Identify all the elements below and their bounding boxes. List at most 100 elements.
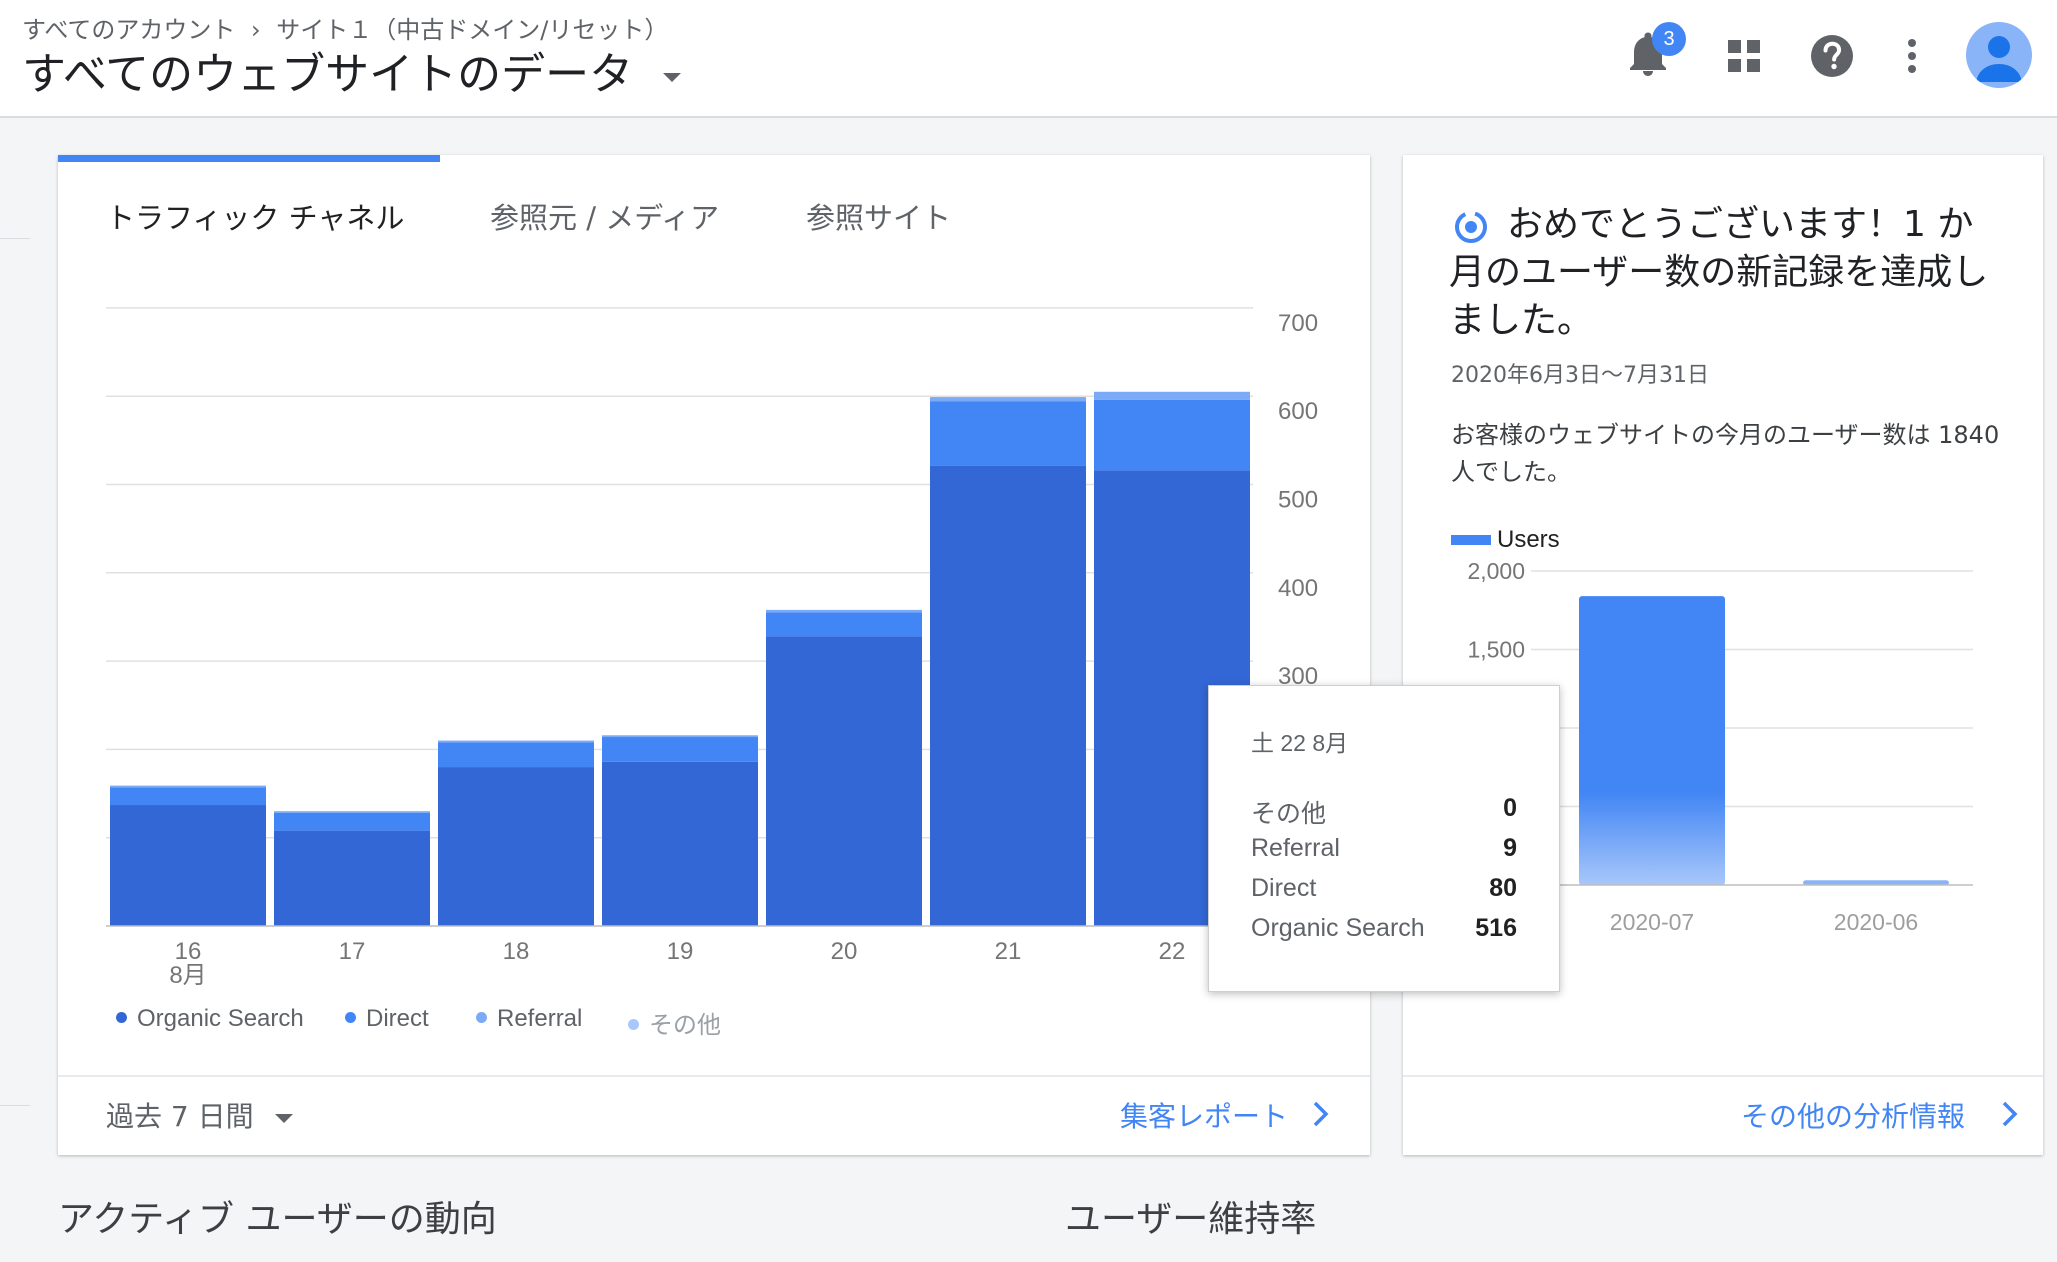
tooltip-value: 80 [1489,874,1517,902]
insights-icon [1455,211,1487,243]
tab-source-medium[interactable]: 参照元 / メディア [490,201,720,235]
card-divider [1403,1075,2043,1077]
bar-segment [274,830,430,926]
bar-segment [274,812,430,831]
legend-dot-icon [116,1012,127,1024]
bar [1579,596,1725,885]
bar-segment [438,742,594,768]
x-tick-label: 2020-07 [1610,909,1694,935]
y-tick-label: 1,500 [1467,637,1525,663]
tooltip-label: その他 [1251,800,1327,828]
bar-segment [602,737,758,762]
tooltip-date: 土 22 8月 [1251,730,1349,756]
account-avatar[interactable] [1966,22,2032,88]
x-tick-label: 17 [339,938,366,965]
y-tick-label: 700 [1278,310,1318,337]
insight-body: お客様のウェブサイトの今月のユーザー数は 1840 人でした。 [1451,421,2000,486]
y-tick-label: 600 [1278,398,1318,425]
chart-tooltip: 土 22 8月 その他 0 Referral 9 Direct 80 Organ… [1208,685,1560,992]
bar-segment [1094,391,1250,400]
bar [1803,880,1949,885]
bar-segment [766,612,922,637]
insight-title: おめでとうございます！1 か月のユーザー数の新記録を達成しました。 [1449,204,1989,341]
tooltip-row: その他 0 [1251,794,1517,830]
tooltip-label: Referral [1251,834,1340,862]
bar-segment [274,811,430,813]
view-selector[interactable]: すべてのウェブサイトのデータ [22,38,682,102]
active-tab-indicator [58,155,440,162]
legend-dot-icon [345,1012,356,1024]
x-tick-label: 19 [667,938,694,965]
bar-segment [930,465,1086,926]
bar-segment [602,761,758,926]
tooltip-row: Organic Search 516 [1251,914,1517,943]
more-vert-icon[interactable] [1886,30,1938,82]
traffic-channel-card: トラフィック チャネル 参照元 / メディア 参照サイト 700 600 500 40… [58,155,1370,1155]
page-title: すべてのウェブサイトのデータ [22,49,634,100]
bar-segment [1094,399,1250,471]
insight-card: おめでとうございます！1 か月のユーザー数の新記録を達成しました。 2020年6… [1403,155,2043,1155]
tooltip-label: Organic Search [1251,914,1425,942]
tooltip-value: 9 [1503,834,1517,862]
bar-segment [766,609,922,613]
chevron-right-icon[interactable] [1999,1099,2021,1129]
x-tick-sublabel: 8月 [169,962,206,989]
tab-traffic-channel[interactable]: トラフィック チャネル [106,201,405,235]
date-range-label: 過去 7 日間 [106,1100,254,1133]
help-icon[interactable] [1806,30,1858,82]
bar-segment [110,785,266,788]
chevron-right-icon[interactable] [1310,1099,1332,1129]
bar-segment [438,767,594,926]
legend-item-direct[interactable]: Direct [345,1005,429,1033]
tooltip-value: 516 [1475,914,1517,942]
x-tick-label: 21 [995,938,1022,965]
legend-dot-icon [628,1019,639,1031]
y-tick-label: 2,000 [1467,558,1525,584]
tooltip-row: Direct 80 [1251,874,1517,903]
legend-item-referral[interactable]: Referral [476,1005,582,1033]
tooltip-row: Referral 9 [1251,834,1517,863]
dropdown-arrow-icon [663,72,682,82]
legend-label: Users [1497,526,1560,553]
date-range-selector[interactable]: 過去 7 日間 [106,1095,293,1135]
bar-segment [930,397,1086,402]
breadcrumb-account[interactable]: すべてのアカウント [22,16,236,44]
notification-count-badge: 3 [1652,22,1686,56]
bar-segment [110,787,266,806]
bar-segment [766,636,922,926]
x-tick-label: 16 [175,938,202,965]
bar-segment [602,735,758,738]
breadcrumb-property[interactable]: サイト１（中古ドメイン/リセット） [276,16,669,44]
left-rail-divider [0,1105,30,1106]
bar-segment [930,401,1086,466]
top-header: すべてのアカウント › サイト１（中古ドメイン/リセット） すべてのウェブサイト… [0,0,2057,118]
tooltip-value: 0 [1503,794,1517,822]
tab-referrals[interactable]: 参照サイト [806,201,952,235]
apps-grid-icon[interactable] [1718,30,1770,82]
left-rail-divider [0,238,30,239]
retention-section-title: ユーザー維持率 [1065,1199,1317,1240]
breadcrumb: すべてのアカウント › サイト１（中古ドメイン/リセット） [22,10,668,45]
legend-swatch [1451,535,1491,545]
insight-date-range: 2020年6月3日〜7月31日 [1451,363,1709,388]
bar-segment [110,805,266,926]
x-tick-label: 18 [503,938,530,965]
legend-dot-icon [476,1012,487,1024]
active-users-section-title: アクティブ ユーザーの動向 [58,1199,497,1240]
legend-item-other[interactable]: その他 [628,1005,721,1040]
more-insights-link[interactable]: その他の分析情報 [1741,1100,1966,1133]
traffic-stacked-bar-chart: 700600500400300200100168月171819202122 [106,307,1318,989]
y-tick-label: 500 [1278,487,1318,514]
tooltip-label: Direct [1251,874,1317,902]
account-avatar-icon [1976,36,2022,82]
y-tick-label: 400 [1278,575,1318,602]
dropdown-arrow-icon [274,1113,293,1123]
acquisition-report-link[interactable]: 集客レポート [1120,1100,1289,1133]
x-tick-label: 2020-06 [1834,909,1918,935]
bar-segment [438,740,594,743]
legend-item-organic-search[interactable]: Organic Search [116,1005,304,1033]
chevron-right-icon: › [251,16,261,44]
card-divider [58,1075,1370,1077]
x-tick-label: 20 [831,938,858,965]
x-tick-label: 22 [1159,938,1186,965]
